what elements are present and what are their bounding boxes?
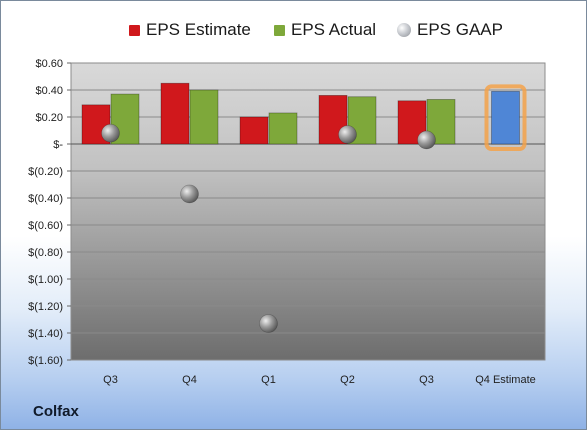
marker-eps-gaap bbox=[417, 130, 436, 150]
y-tick-label: $0.20 bbox=[35, 112, 63, 124]
y-tick-label: $(1.40) bbox=[28, 328, 63, 340]
y-tick-label: $(0.40) bbox=[28, 193, 63, 205]
y-tick-label: $0.60 bbox=[35, 58, 63, 70]
plot-area bbox=[70, 62, 546, 361]
y-tick-label: $- bbox=[53, 139, 63, 151]
marker-eps-gaap bbox=[180, 184, 199, 204]
x-tick-label: Q3 bbox=[419, 374, 434, 386]
marker-eps-gaap bbox=[259, 314, 278, 333]
x-tick-label: Q4 bbox=[182, 374, 197, 386]
legend-item-eps-actual: EPS Actual bbox=[274, 17, 376, 43]
bar-eps-actual bbox=[268, 112, 298, 145]
y-tick-label: $(0.80) bbox=[28, 247, 63, 259]
x-tick-label: Q1 bbox=[261, 374, 276, 386]
y-tick-label: $(1.00) bbox=[28, 274, 63, 286]
eps-chart: $0.60 $0.40 $0.20 $- $(0.20) $(0.40) $(0.60) $(… bbox=[28, 58, 546, 386]
marker-eps-gaap bbox=[101, 123, 120, 143]
legend-item-eps-gaap: EPS GAAP bbox=[397, 17, 503, 43]
brand-label: Colfax bbox=[33, 403, 79, 420]
legend-swatch-eps-estimate bbox=[129, 24, 140, 36]
legend-label: EPS GAAP bbox=[417, 20, 503, 39]
x-tick-label: Q4 Estimate bbox=[475, 374, 536, 386]
legend-swatch-eps-gaap bbox=[397, 23, 411, 37]
bar-eps-estimate bbox=[160, 82, 190, 145]
y-tick-label: $(0.20) bbox=[28, 166, 63, 178]
highlight-q4-estimate bbox=[484, 84, 527, 151]
y-tick-label: $(1.60) bbox=[28, 355, 63, 367]
bar-eps-actual bbox=[189, 89, 219, 145]
bar-q4-estimate bbox=[491, 90, 520, 145]
legend-label: EPS Actual bbox=[291, 20, 377, 39]
y-tick-label: $0.40 bbox=[35, 85, 63, 97]
x-tick-label: Q3 bbox=[103, 374, 118, 386]
legend-swatch-eps-actual bbox=[274, 24, 285, 36]
marker-eps-gaap bbox=[338, 125, 357, 144]
y-tick-label: $(0.60) bbox=[28, 220, 63, 232]
legend: EPS Estimate EPS Actual EPS GAAP bbox=[1, 17, 586, 43]
legend-label: EPS Estimate bbox=[146, 20, 251, 39]
x-tick-label: Q2 bbox=[340, 374, 355, 386]
y-tick-label: $(1.20) bbox=[28, 301, 63, 313]
legend-item-eps-estimate: EPS Estimate bbox=[129, 17, 251, 43]
bar-eps-estimate bbox=[239, 116, 269, 145]
